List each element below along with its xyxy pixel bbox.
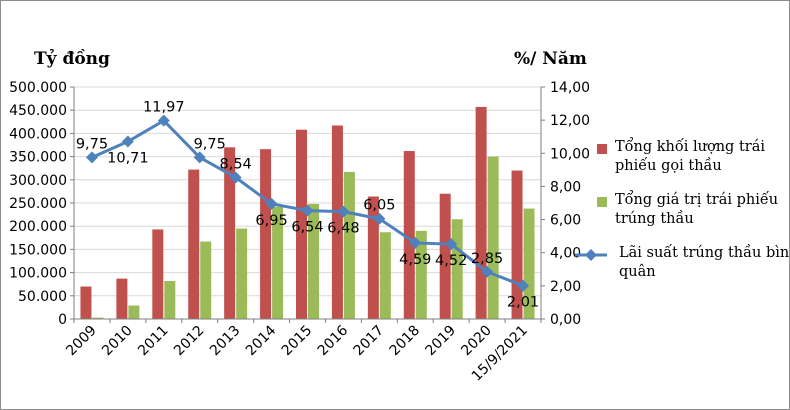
marker-avg-yield [229,171,242,184]
data-label-avg-yield: 9,75 [76,136,108,152]
marker-avg-yield [517,279,530,292]
right-axis-tick-label: 6,00 [550,213,581,229]
right-axis-tick-label: 12,00 [550,113,590,129]
data-label-avg-yield: 10,71 [107,151,149,167]
legend-item-avg-yield: Lãi suất trúng thầu bình quân [575,244,790,282]
left-axis-tick-label: 300.000 [9,173,67,189]
left-axis-tick-label: 50.000 [18,289,67,305]
x-axis-tick-label: 2013 [207,323,244,360]
right-axis-tick-label: 4,00 [550,246,581,262]
bar-winning-value [272,206,284,319]
left-axis-tick-label: 350.000 [9,150,67,166]
bar-bids-volume [296,129,307,319]
marker-avg-yield [157,114,170,127]
right-axis-unit: %/ Năm [514,49,587,69]
bar-bids-volume [367,196,379,319]
data-label-avg-yield: 8,54 [220,156,252,172]
right-axis-tick-label: 8,00 [550,179,581,195]
left-axis-tick-label: 100.000 [9,266,67,282]
bar-bids-volume [116,278,128,319]
data-label-avg-yield: 6,48 [327,221,359,237]
marker-avg-yield [481,265,494,278]
bar-bids-volume [511,170,523,319]
bar-winning-value [487,156,499,319]
data-label-avg-yield: 11,97 [143,100,185,116]
legend-label-avg-yield: Lãi suất trúng thầu bình quân [619,245,790,280]
x-axis-tick-label: 2019 [423,323,460,360]
marker-avg-yield [373,212,386,225]
right-axis-tick-label: 14,00 [550,80,590,96]
marker-avg-yield [265,197,278,210]
legend-item-bids-volume: Tổng khối lượng trái phiếu gọi thầu [597,138,789,176]
bar-winning-value [92,317,104,319]
right-axis-tick-label: 2,00 [550,279,581,295]
bar-bids-volume [331,125,343,320]
data-label-avg-yield: 2,01 [507,295,539,311]
bar-winning-value [379,232,391,319]
legend-swatch-avg-yield [575,249,607,261]
left-axis-unit: Tỷ đồng [34,49,110,69]
x-axis-tick-label: 2010 [99,323,136,360]
right-axis-tick-label: 0,00 [550,312,581,328]
bar-winning-value [200,241,212,319]
left-axis-tick-label: 450.000 [9,103,67,119]
left-axis-tick-label: 150.000 [9,242,67,258]
x-axis-tick-label: 2011 [135,323,172,360]
x-axis-tick-label: 2016 [315,322,352,359]
bar-winning-value [415,230,427,319]
bar-winning-value [128,305,140,319]
data-label-avg-yield: 2,85 [471,251,503,267]
marker-avg-yield [121,135,134,148]
bar-bids-volume [260,149,272,319]
bar-winning-value [451,219,463,319]
left-axis-tick-label: 500.000 [9,80,67,96]
data-label-avg-yield: 4,52 [435,253,467,269]
marker-avg-yield [301,204,314,217]
legend-label-winning-value: Tổng giá trị trái phiếu trúng thầu [615,192,779,227]
marker-avg-yield [193,151,206,164]
data-label-avg-yield: 6,05 [363,198,395,214]
right-axis-tick-label: 10,00 [550,146,590,162]
marker-avg-yield [85,151,98,164]
bar-bids-volume [224,147,236,319]
left-axis-tick-label: 0 [58,312,67,328]
x-axis-tick-label: 2017 [351,323,388,360]
x-axis-tick-label: 2012 [171,323,208,360]
left-axis-tick-label: 200.000 [9,219,67,235]
marker-avg-yield [409,236,422,249]
bar-bids-volume [188,169,200,319]
x-axis-tick-label: 2009 [63,323,100,360]
bar-bids-volume [403,151,415,319]
data-label-avg-yield: 6,54 [291,220,323,236]
legend-label-bids-volume: Tổng khối lượng trái phiếu gọi thầu [615,139,765,174]
bar-bids-volume [152,229,164,319]
bar-winning-value [236,228,248,319]
legend-swatch-bids-volume [597,144,607,154]
bar-winning-value [308,203,319,319]
legend-item-winning-value: Tổng giá trị trái phiếu trúng thầu [597,191,789,229]
bar-winning-value [164,280,176,319]
left-axis-tick-label: 400.000 [9,126,67,142]
data-label-avg-yield: 4,59 [399,252,431,268]
marker-avg-yield [337,205,350,218]
bar-winning-value [343,171,355,319]
data-label-avg-yield: 6,95 [255,213,287,229]
x-axis-tick-label: 2018 [387,323,424,360]
marker-avg-yield [445,238,458,251]
legend-swatch-winning-value [597,197,607,207]
bar-winning-value [523,208,535,319]
left-axis-tick-label: 250.000 [9,196,67,212]
data-label-avg-yield: 9,75 [194,136,226,152]
x-axis-tick-label: 2014 [243,322,280,359]
x-axis-tick-label: 2015 [279,323,316,360]
bar-bids-volume [80,286,92,319]
bar-bids-volume [475,106,487,320]
bar-bids-volume [439,193,451,319]
